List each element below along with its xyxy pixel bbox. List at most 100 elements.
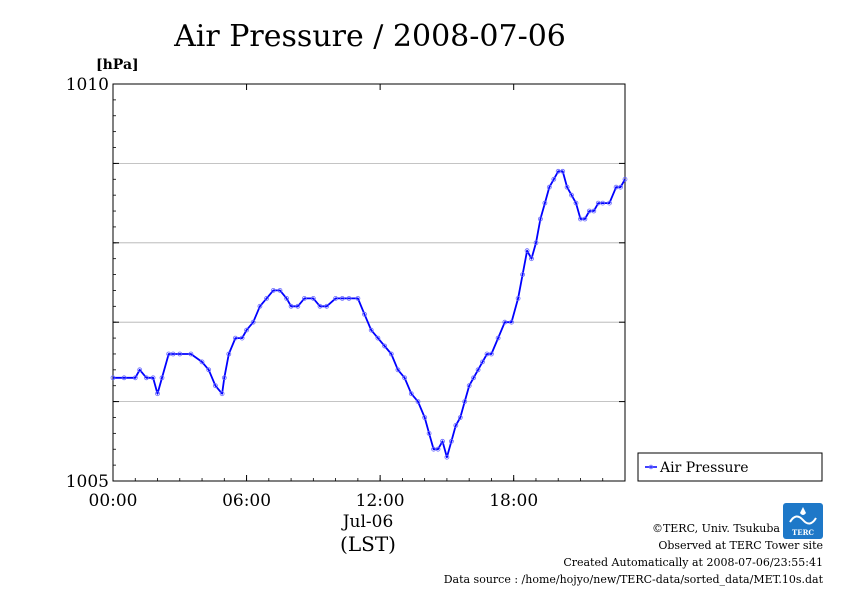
x-tick-label: 18:00 [489,491,538,511]
data-point [166,351,172,357]
data-point [244,327,250,333]
data-point [137,367,143,373]
data-point [388,351,394,357]
data-point [426,430,432,436]
y-tick-label: 1005 [66,472,109,492]
data-point [295,303,301,309]
data-point [188,351,194,357]
data-point [546,184,552,190]
legend-entry-air-pressure: Air Pressure [659,460,749,476]
data-point [277,287,283,293]
data-point [264,295,270,301]
data-point [402,375,408,381]
data-point [339,295,345,301]
data-point [495,335,501,341]
data-point [199,359,205,365]
data-point [613,184,619,190]
data-point [520,272,525,278]
data-point [221,375,227,381]
data-point [453,422,459,428]
data-point [250,319,256,325]
data-point [618,184,623,190]
x-axis-ticks: 00:00 06:00 12:00 18:00 [89,84,626,511]
data-point [270,287,276,293]
footer-data-source: Data source : /home/hojyo/new/TERC-data/… [444,573,824,586]
data-point [355,295,361,301]
terc-logo-text: TERC [792,528,814,537]
data-point [538,216,543,222]
footer-copyright: ©TERC, Univ. Tsukuba [652,522,780,535]
data-point [591,208,597,214]
x-tick-label: 00:00 [89,491,138,511]
data-point [415,399,421,405]
data-point [435,446,441,452]
data-point [239,335,245,341]
data-point [533,240,539,246]
footer-created-time: Created Automatically at 2008-07-06/23:5… [563,556,823,569]
data-point [524,248,530,254]
legend-marker-swatch [648,464,654,470]
data-point [382,343,388,349]
data-point [212,383,218,389]
data-point [422,415,428,420]
data-point [542,200,548,206]
data-point [110,375,116,381]
wave-icon [789,515,817,525]
data-point [317,303,323,309]
gridlines [113,162,625,403]
data-point [444,454,450,460]
y-axis-ticks: 1005 1010 [66,75,625,492]
data-point [515,295,521,301]
data-point [226,351,232,357]
data-point [607,200,612,206]
series-line-air-pressure [113,170,626,459]
data-point [143,375,149,381]
data-point [569,192,574,198]
data-point [170,351,176,357]
data-point [462,399,468,405]
data-point [206,367,212,373]
data-point [457,415,463,420]
data-point [159,375,165,381]
data-point [121,375,127,381]
data-point [232,335,238,341]
data-point [310,295,316,301]
data-point [395,367,401,373]
series-air-pressure [110,168,628,460]
plot-frame [112,83,626,482]
data-point [573,200,579,206]
data-point [466,383,472,389]
data-point [301,295,307,301]
legend-box [637,452,823,482]
x-tick-label: 12:00 [356,491,405,511]
data-point [155,391,160,397]
data-point [475,367,481,373]
data-point [622,176,628,182]
data-point [368,327,374,333]
data-point [502,319,508,325]
data-point [560,168,566,174]
data-point [333,295,339,301]
data-point [509,319,514,325]
data-point [448,438,454,444]
data-point [578,216,583,222]
x-tick-label: 06:00 [222,491,271,511]
data-point [257,303,263,309]
data-point [488,351,494,357]
data-point [362,311,367,317]
y-tick-label: 1010 [66,75,109,95]
data-point [132,375,138,381]
data-point [324,303,330,309]
data-point [284,295,290,301]
data-point [219,391,225,397]
terc-logo: TERC [783,503,823,539]
data-point [346,295,352,301]
legend: Air Pressure [637,452,823,482]
chart-title: Air Pressure / 2008-07-06 [173,19,566,54]
x-axis-title: (LST) [340,532,396,556]
data-point [471,375,477,381]
y-axis-unit-label: [hPa] [96,57,139,73]
data-point [555,168,561,174]
data-point [375,335,381,341]
